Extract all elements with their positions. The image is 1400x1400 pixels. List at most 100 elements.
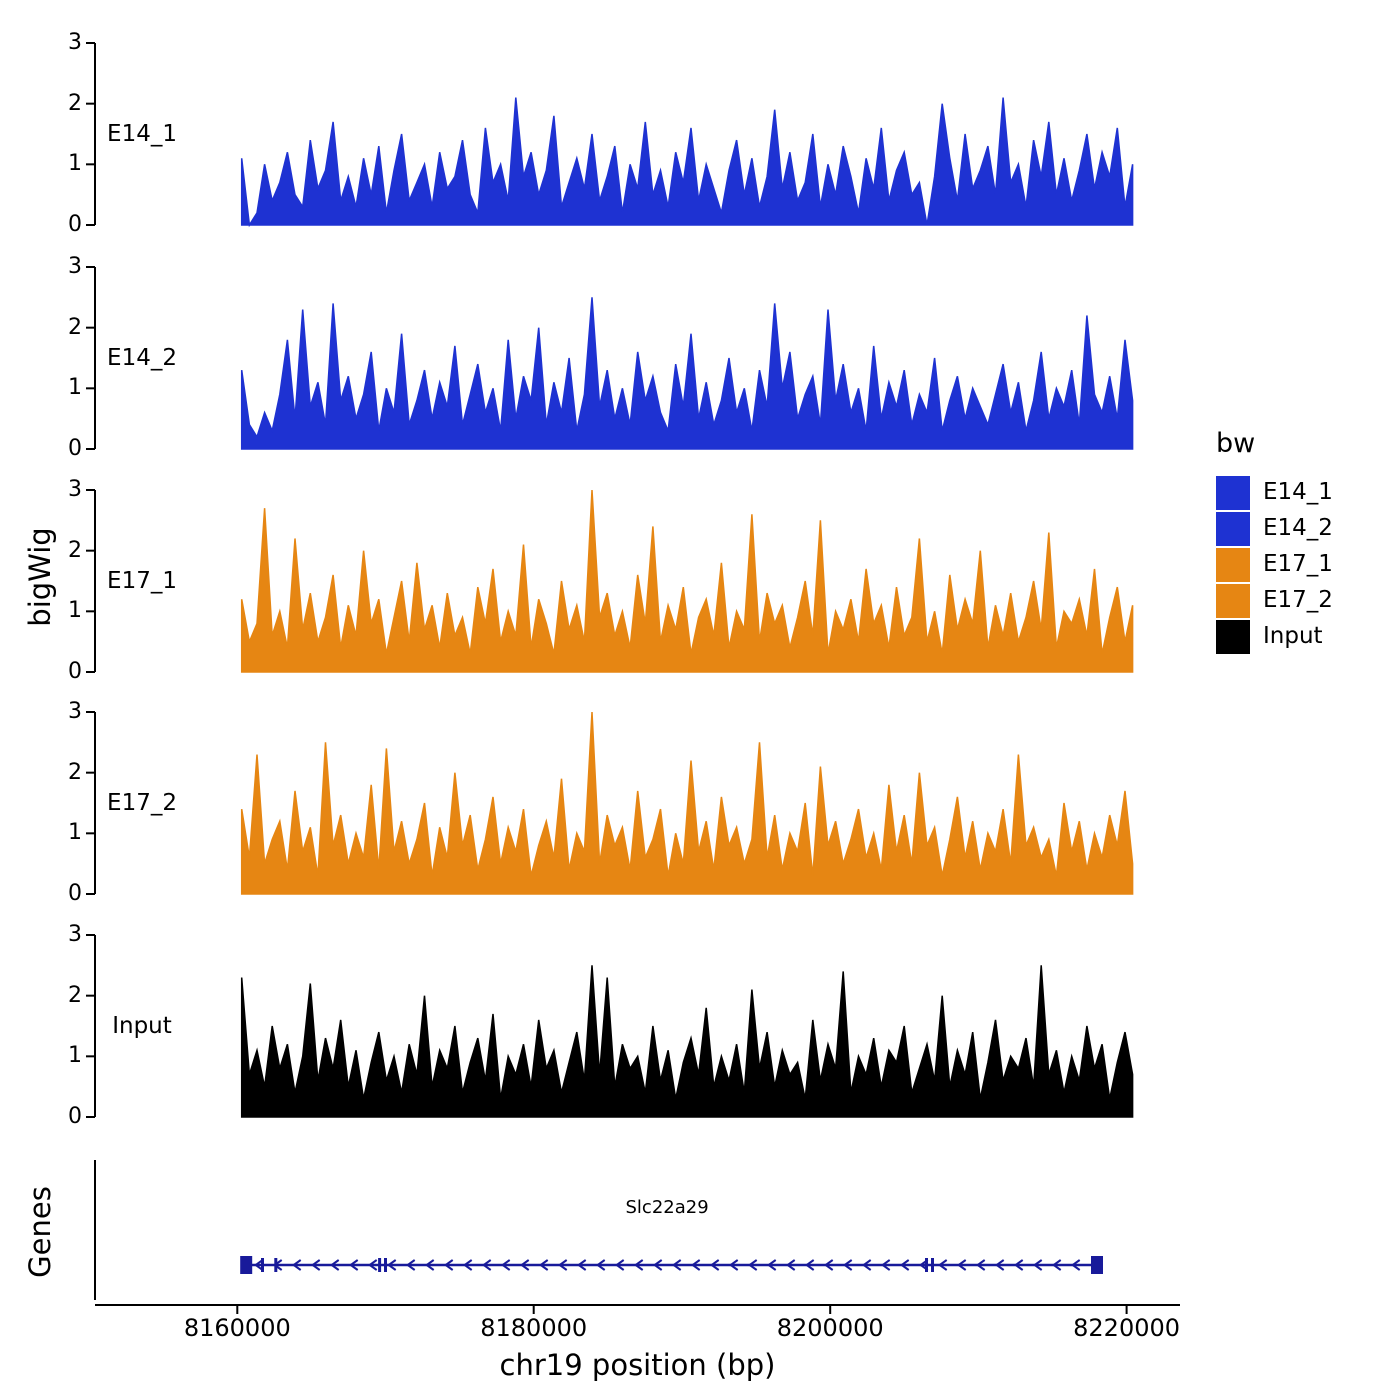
legend-label-e17-1: E17_1 xyxy=(1263,551,1333,577)
y-tick-label: 2 xyxy=(68,759,82,785)
strand-arrow-left xyxy=(519,1259,530,1271)
track-label-e14-2: E14_2 xyxy=(107,345,177,371)
gene-model-svg xyxy=(94,1160,1103,1300)
x-tick-label: 8220000 xyxy=(1073,1314,1181,1342)
strand-arrow-left xyxy=(443,1259,454,1271)
strand-arrow-left xyxy=(500,1259,511,1271)
area-E14_2 xyxy=(240,297,1134,450)
strand-arrow-left xyxy=(595,1259,606,1271)
strand-arrow-left xyxy=(1051,1259,1062,1271)
legend-swatch-e14-2 xyxy=(1216,511,1250,546)
strand-arrow-left xyxy=(386,1259,397,1271)
y-tick-label: 3 xyxy=(68,254,82,279)
strand-arrow-left xyxy=(766,1259,777,1271)
track-label-input: Input xyxy=(112,1013,172,1039)
strand-arrow-left xyxy=(576,1259,587,1271)
strand-arrow-left xyxy=(1032,1259,1043,1271)
strand-arrow-left xyxy=(880,1259,891,1271)
track-label-e17-2: E17_2 xyxy=(107,790,177,816)
legend-title: bw xyxy=(1216,428,1256,459)
strand-arrow-left xyxy=(994,1259,1005,1271)
legend-swatch-input xyxy=(1216,619,1250,654)
y-tick-label: 3 xyxy=(68,922,82,947)
y-tick-label: 3 xyxy=(68,30,82,55)
strand-arrow-left xyxy=(633,1259,644,1271)
y-tick-label: 0 xyxy=(68,881,82,906)
y-tick-label: 0 xyxy=(68,436,82,461)
legend: bw E14_1 E14_2 E17_1 E17_2 Input xyxy=(1216,428,1400,655)
strand-arrow-left xyxy=(842,1259,853,1271)
legend-swatch-e17-1 xyxy=(1216,547,1250,582)
area-E14_1 xyxy=(240,97,1134,228)
track-signal-e17-1 xyxy=(86,489,1134,673)
y-tick-label: 0 xyxy=(68,1104,82,1129)
x-axis-title: chr19 position (bp) xyxy=(499,1348,776,1382)
y-tick-label: 2 xyxy=(68,537,82,563)
strand-arrow-left xyxy=(785,1259,796,1271)
strand-arrow-left xyxy=(899,1259,910,1271)
strand-arrow-left xyxy=(557,1259,568,1271)
y-tick-label: 1 xyxy=(68,151,82,177)
x-tick-label: 8180000 xyxy=(480,1314,588,1342)
strand-arrow-left xyxy=(1070,1259,1081,1271)
legend-item-e17-1: E17_1 xyxy=(1216,547,1400,582)
legend-item-e14-2: E14_2 xyxy=(1216,511,1400,546)
exon-box xyxy=(1091,1256,1103,1274)
y-tick-label: 3 xyxy=(68,477,82,502)
strand-arrow-left xyxy=(804,1259,815,1271)
strand-arrow-left xyxy=(462,1259,473,1271)
strand-arrow-left xyxy=(310,1259,321,1271)
track-panel-input: Input 0 1 2 3 xyxy=(0,922,1400,1129)
genes-panel: Slc22a29 xyxy=(0,1155,1400,1305)
track-signal-e17-2 xyxy=(86,711,1134,895)
strand-arrow-left xyxy=(405,1259,416,1271)
exon-tick xyxy=(925,1258,928,1272)
legend-label-input: Input xyxy=(1263,623,1323,649)
exon-box xyxy=(240,1256,253,1274)
strand-arrow-left xyxy=(823,1259,834,1271)
strand-arrow-left xyxy=(861,1259,872,1271)
track-panel-e17-2: E17_2 0 1 2 3 xyxy=(0,699,1400,906)
track-signal-e14-2 xyxy=(86,266,1134,450)
x-tick-label: 8160000 xyxy=(183,1314,291,1342)
exon-tick xyxy=(378,1258,382,1272)
track-panel-e14-2: E14_2 0 1 2 3 xyxy=(0,254,1400,461)
y-tick-label: 1 xyxy=(68,598,82,624)
track-signal-input xyxy=(86,934,1134,1118)
legend-item-e17-2: E17_2 xyxy=(1216,583,1400,618)
y-tick-label: 2 xyxy=(68,982,82,1008)
area-E17_1 xyxy=(240,489,1134,673)
track-label-e14-1: E14_1 xyxy=(107,121,177,147)
strand-arrow-left xyxy=(253,1259,264,1271)
x-axis xyxy=(0,1303,1400,1319)
legend-swatch-e17-2 xyxy=(1216,583,1250,618)
strand-arrow-left xyxy=(956,1259,967,1271)
strand-arrow-left xyxy=(937,1259,948,1271)
strand-arrow-left xyxy=(690,1259,701,1271)
strand-arrow-left xyxy=(652,1259,663,1271)
legend-item-e14-1: E14_1 xyxy=(1216,475,1400,510)
strand-arrow-left xyxy=(291,1259,302,1271)
strand-arrow-left xyxy=(728,1259,739,1271)
legend-label-e14-2: E14_2 xyxy=(1263,515,1333,541)
track-label-e17-1: E17_1 xyxy=(107,568,177,594)
y-tick-label: 0 xyxy=(68,659,82,684)
strand-arrow-left xyxy=(975,1259,986,1271)
strand-arrow-left xyxy=(367,1259,378,1271)
exon-tick xyxy=(931,1258,934,1272)
exon-tick xyxy=(274,1258,278,1272)
strand-arrow-left xyxy=(424,1259,435,1271)
track-signal-e14-1 xyxy=(86,42,1134,228)
x-tick-label: 8200000 xyxy=(776,1314,884,1342)
strand-arrow-left xyxy=(329,1259,340,1271)
y-tick-label: 1 xyxy=(68,1043,82,1069)
strand-arrow-left xyxy=(614,1259,625,1271)
legend-label-e17-2: E17_2 xyxy=(1263,587,1333,613)
y-tick-label: 2 xyxy=(68,314,82,340)
gene-name-label: Slc22a29 xyxy=(625,1197,709,1218)
y-tick-label: 3 xyxy=(68,699,82,724)
track-panel-e17-1: E17_1 0 1 2 3 xyxy=(0,477,1400,684)
strand-arrow-left xyxy=(538,1259,549,1271)
x-axis-line xyxy=(95,1304,1180,1314)
